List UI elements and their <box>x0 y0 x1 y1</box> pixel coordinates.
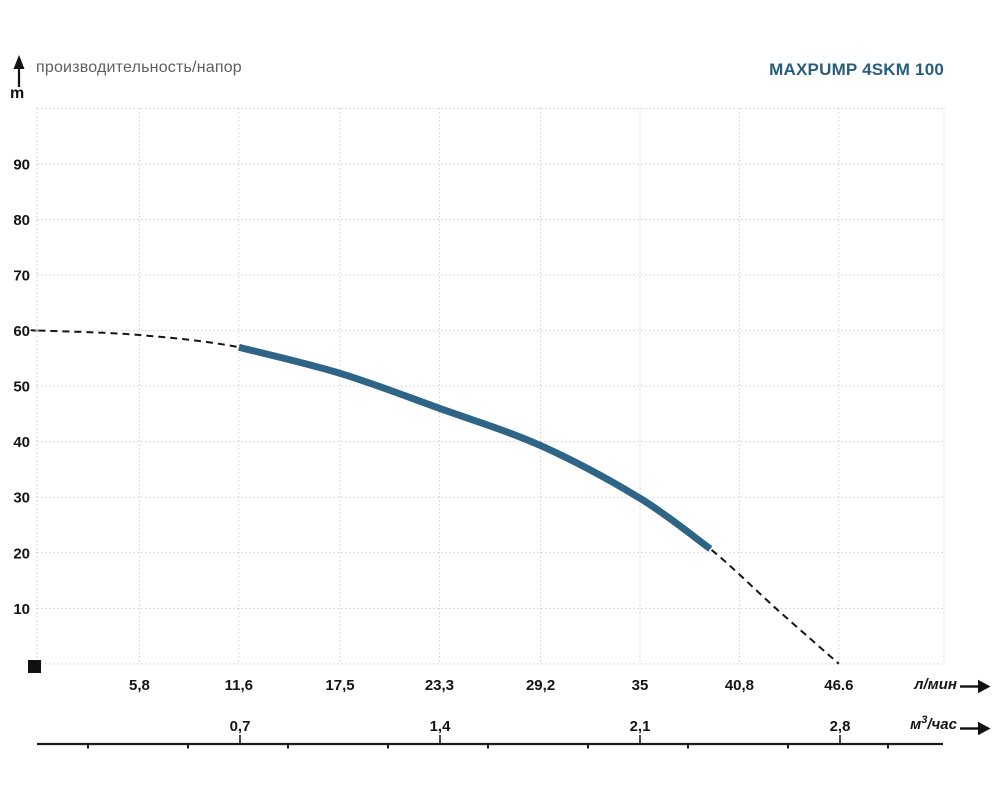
x-tick-label-lmin: 46.6 <box>824 677 853 694</box>
x-tick-label-m3h: 2,1 <box>630 718 651 735</box>
x-tick-label-m3h: 0,7 <box>230 718 251 735</box>
x2-unit-prefix: м <box>910 716 922 733</box>
y-tick-label: 60 <box>13 323 30 340</box>
x2-unit-suffix: /час <box>927 716 957 733</box>
y-tick-label: 40 <box>13 434 30 451</box>
x-tick-label-m3h: 1,4 <box>430 718 452 735</box>
chart-title: производительность/напор <box>36 59 242 76</box>
x-tick-label-lmin: 17,5 <box>325 677 354 694</box>
origin-marker <box>28 660 41 673</box>
y-tick-label: 50 <box>13 379 30 396</box>
y-tick-label: 70 <box>13 268 30 285</box>
pump-curve-solid <box>238 343 713 552</box>
y-axis-arrow-icon <box>13 55 25 87</box>
y-tick-label: 20 <box>13 545 30 562</box>
pump-curve-dashed <box>30 329 840 665</box>
x2-unit-superscript: 3 <box>921 714 928 726</box>
x-tick-label-lmin: 35 <box>632 677 649 694</box>
x-tick-label-lmin: 40,8 <box>725 677 754 694</box>
y-axis-unit: m <box>10 85 25 102</box>
y-tick-label: 80 <box>13 212 30 229</box>
x-tick-label-lmin: 11,6 <box>225 677 253 694</box>
x-tick-label-lmin: 29,2 <box>526 677 555 694</box>
y-tick-label: 90 <box>13 156 30 173</box>
x-tick-label-lmin: 23,3 <box>425 677 454 694</box>
x1-axis-arrow-icon <box>960 679 991 694</box>
x2-axis-arrow-icon <box>960 721 991 736</box>
x1-axis-unit-label: л/мин <box>914 676 957 693</box>
x2-axis-unit: м3/час <box>910 714 957 734</box>
x-tick-label-m3h: 2,8 <box>830 718 851 735</box>
y-tick-label: 30 <box>13 490 30 507</box>
x-tick-label-lmin: 5,8 <box>129 677 150 694</box>
y-tick-label: 10 <box>13 601 30 618</box>
pump-model-title: MAXPUMP 4SKM 100 <box>769 60 944 79</box>
x1-axis-unit: л/мин <box>914 676 957 693</box>
